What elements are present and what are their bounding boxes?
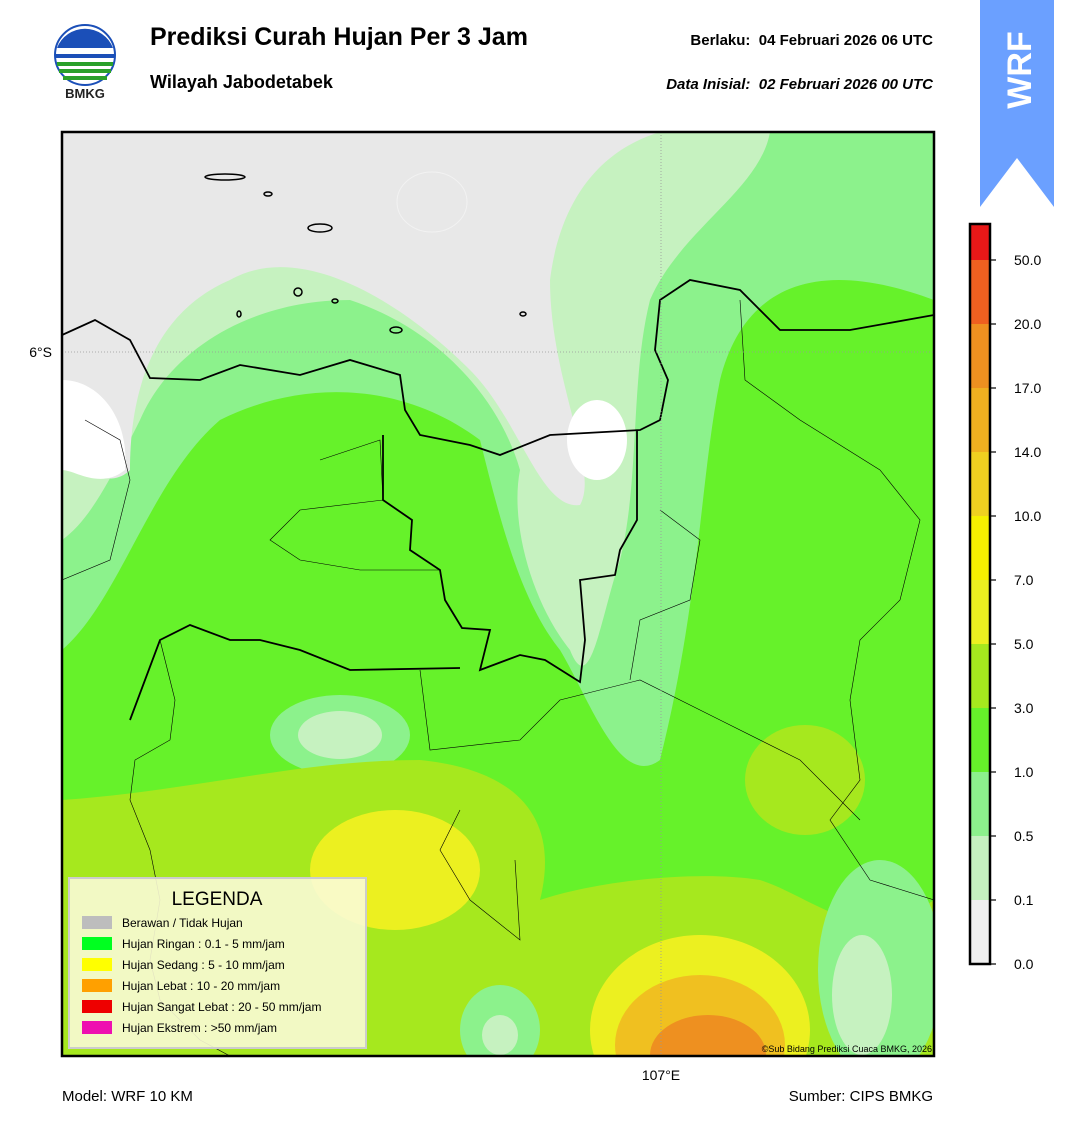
colorbar-segment (971, 452, 989, 516)
footer-model: Model: WRF 10 KM (62, 1088, 193, 1105)
colorbar-segment (971, 708, 989, 772)
credit: ©Sub Bidang Prediksi Cuaca BMKG, 2026 (762, 1044, 932, 1054)
colorbar-segment (971, 836, 989, 900)
colorbar-segment (971, 260, 989, 324)
legend-swatch (82, 979, 112, 992)
colorbar-segment (971, 224, 989, 260)
colorbar-label: 50.0 (1014, 252, 1041, 268)
colorbar-segment (971, 900, 989, 964)
title: Prediksi Curah Hujan Per 3 Jam (150, 23, 528, 51)
badge-text: WRF (1001, 31, 1039, 108)
colorbar-label: 5.0 (1014, 636, 1034, 652)
colorbar-label: 7.0 (1014, 572, 1034, 588)
legend-label: Hujan Lebat : 10 - 20 mm/jam (122, 979, 280, 993)
colorbar-label: 10.0 (1014, 508, 1041, 524)
legend-swatch (82, 1000, 112, 1013)
map-frame (60, 130, 936, 1058)
colorbar-segment (971, 388, 989, 452)
colorbar-segment (971, 644, 989, 708)
footer-source: Sumber: CIPS BMKG (789, 1088, 933, 1105)
colorbar-segment (971, 516, 989, 580)
logo-text: BMKG (65, 86, 105, 101)
legend-swatch (82, 958, 112, 971)
legend-swatch (82, 916, 112, 929)
lat-label: 6°S (29, 344, 52, 360)
colorbar-label: 3.0 (1014, 700, 1034, 716)
logo: BMKG (54, 24, 116, 101)
initial-time: Data Inisial: 02 Februari 2026 00 UTC (666, 76, 934, 93)
valid-time: Berlaku: 04 Februari 2026 06 UTC (690, 32, 933, 49)
legend-label: Berawan / Tidak Hujan (122, 916, 243, 930)
colorbar-label: 20.0 (1014, 316, 1041, 332)
colorbar-segment (971, 772, 989, 836)
colorbar-label: 14.0 (1014, 444, 1041, 460)
legend-swatch (82, 937, 112, 950)
colorbar-label: 0.1 (1014, 892, 1034, 908)
legend-label: Hujan Sangat Lebat : 20 - 50 mm/jam (122, 1000, 321, 1014)
colorbar-segment (971, 580, 989, 644)
colorbar-segment (971, 324, 989, 388)
colorbar-label: 0.0 (1014, 956, 1034, 972)
colorbar-label: 17.0 (1014, 380, 1041, 396)
colorbar-label: 0.5 (1014, 828, 1034, 844)
colorbar: 0.0 0.1 0.5 1.0 3.0 5.0 7.0 10.0 14.0 17.0 20.0 50.… (968, 222, 1041, 972)
colorbar-label: 1.0 (1014, 764, 1034, 780)
legend-label: Hujan Ekstrem : >50 mm/jam (122, 1021, 277, 1035)
legend-title: LEGENDA (172, 889, 263, 910)
colorbar-frame (968, 222, 992, 966)
legend-label: Hujan Sedang : 5 - 10 mm/jam (122, 958, 285, 972)
subtitle: Wilayah Jabodetabek (150, 72, 334, 92)
legend-label: Hujan Ringan : 0.1 - 5 mm/jam (122, 937, 285, 951)
badge (980, 0, 1054, 207)
legend-swatch (82, 1021, 112, 1034)
legend: LEGENDA Berawan / Tidak Hujan Hujan Ringa… (68, 877, 367, 1049)
lon-label: 107°E (642, 1067, 680, 1083)
